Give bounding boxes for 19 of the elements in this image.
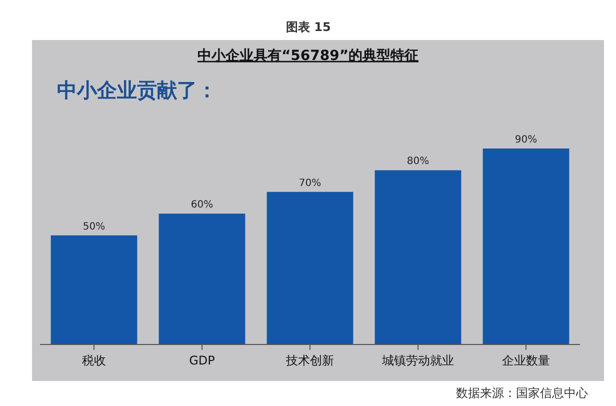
x-tick-label: 税收 — [82, 353, 106, 368]
chart-title: 中小企业具有“56789”的典型特征 — [197, 48, 419, 64]
data-label: 60% — [190, 200, 214, 211]
source-note: 数据来源：国家信息中心 — [456, 386, 588, 400]
bar — [158, 214, 246, 344]
bar — [374, 170, 462, 344]
data-label: 50% — [82, 221, 106, 232]
data-label: 80% — [406, 156, 430, 168]
x-tick-label: 城镇劳动就业 — [381, 353, 454, 368]
x-tick-label: GDP — [189, 353, 215, 368]
chart-subtitle: 中小企业贡献了： — [57, 78, 217, 102]
data-label: 70% — [298, 178, 322, 189]
bar — [482, 148, 570, 344]
x-tick-label: 技术创新 — [285, 353, 334, 368]
data-label: 90% — [514, 134, 538, 146]
bar — [50, 235, 138, 344]
x-tick-label: 企业数量 — [502, 353, 550, 368]
bar — [266, 192, 354, 344]
text: 图表 15 — [286, 20, 331, 34]
